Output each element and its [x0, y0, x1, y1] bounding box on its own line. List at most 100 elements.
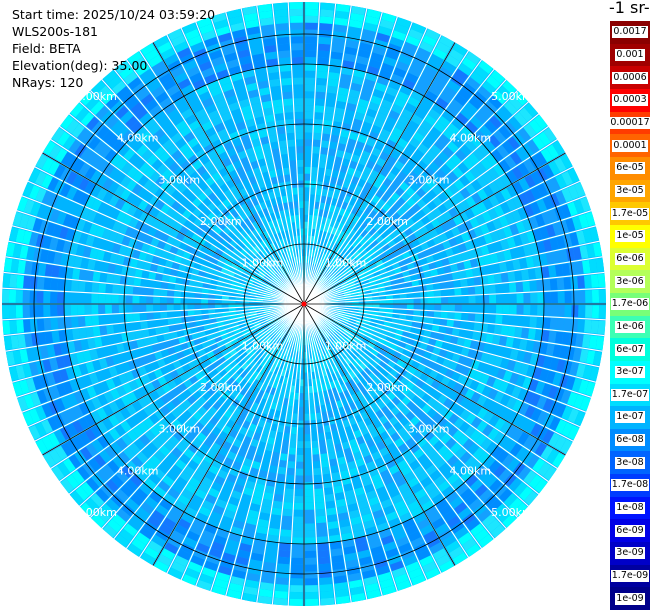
ppi-gate-cell [206, 267, 215, 274]
ppi-gate-cell [103, 205, 114, 217]
ppi-gate-cell [408, 66, 422, 78]
ppi-gate-cell [364, 483, 375, 494]
ppi-gate-cell [214, 295, 223, 300]
ppi-gate-cell [441, 257, 450, 267]
ppi-gate-cell [268, 379, 275, 388]
ppi-gate-cell [359, 259, 368, 267]
ppi-gate-cell [358, 442, 368, 452]
ppi-gate-cell [255, 173, 264, 183]
ppi-gate-cell [534, 478, 548, 494]
ppi-gate-cell [271, 451, 280, 460]
ppi-gate-cell [188, 120, 201, 131]
ppi-gate-cell [266, 236, 273, 245]
ppi-gate-cell [297, 365, 301, 373]
ppi-gate-cell [475, 214, 486, 226]
ppi-gate-cell [288, 328, 293, 336]
ppi-gate-cell [278, 322, 285, 329]
ppi-gate-cell [360, 562, 374, 573]
ppi-gate-cell [166, 236, 176, 245]
ppi-gate-cell [421, 442, 432, 453]
ppi-gate-cell [352, 350, 360, 358]
ppi-gate-cell [15, 228, 26, 243]
ppi-gate-cell [330, 423, 338, 432]
ppi-gate-cell [314, 257, 319, 265]
ppi-gate-cell [316, 529, 328, 537]
ppi-gate-cell [71, 280, 79, 292]
ppi-gate-cell [348, 237, 356, 246]
ppi-gate-cell [313, 474, 322, 483]
ppi-gate-cell [351, 154, 360, 163]
ppi-gate-cell [232, 160, 242, 170]
ppi-gate-cell [425, 28, 440, 41]
ppi-gate-cell [257, 389, 265, 398]
ppi-gate-cell [373, 435, 383, 445]
ppi-gate-cell [375, 409, 385, 419]
ppi-gate-cell [585, 211, 596, 227]
ppi-gate-cell [371, 194, 381, 204]
ppi-gate-cell [214, 161, 225, 172]
ppi-gate-cell [207, 387, 217, 396]
ppi-gate-cell [458, 243, 467, 253]
ppi-gate-cell [141, 447, 153, 459]
ppi-gate-cell [185, 28, 200, 41]
ppi-gate-cell [281, 277, 287, 284]
ppi-gate-cell [30, 392, 41, 407]
ppi-gate-cell [243, 226, 252, 235]
ppi-gate-cell [228, 304, 236, 308]
ppi-gate-cell [235, 332, 243, 338]
ppi-gate-cell [60, 478, 74, 494]
ppi-gate-cell [374, 457, 385, 467]
ppi-gate-cell [287, 265, 292, 273]
ppi-gate-cell [215, 290, 223, 296]
ppi-gate-cell [337, 505, 348, 514]
ppi-gate-cell [312, 385, 318, 393]
ppi-gate-cell [54, 445, 68, 460]
ppi-gate-cell [509, 223, 520, 236]
ppi-gate-cell [466, 277, 475, 287]
ppi-gate-cell [429, 245, 439, 255]
ppi-gate-cell [348, 182, 357, 191]
ppi-gate-cell [151, 85, 165, 98]
ppi-gate-cell [449, 49, 464, 62]
ppi-gate-cell [91, 293, 99, 304]
ppi-gate-cell [171, 419, 183, 430]
ppi-gate-cell [420, 242, 430, 251]
ppi-gate-cell [420, 414, 432, 425]
ppi-gate-cell [325, 320, 332, 326]
ppi-gate-cell [111, 304, 119, 314]
ppi-gate-cell [10, 335, 20, 349]
ppi-gate-cell [89, 248, 99, 259]
ppi-gate-cell [478, 144, 491, 157]
ppi-gate-cell [496, 294, 503, 304]
ppi-gate-cell [304, 98, 314, 106]
ppi-gate-cell [405, 437, 416, 448]
ppi-gate-cell [437, 405, 448, 416]
ppi-gate-cell [223, 479, 235, 490]
ppi-gate-cell [376, 352, 385, 361]
ppi-gate-cell [373, 163, 383, 173]
ppi-gate-cell [422, 34, 437, 47]
ppi-gate-cell [127, 267, 136, 277]
ppi-gate-cell [307, 228, 312, 236]
ppi-gate-cell [334, 443, 343, 452]
ppi-gate-cell [232, 248, 240, 256]
ppi-gate-cell [413, 84, 427, 96]
ppi-gate-cell [497, 85, 512, 100]
ppi-gate-cell [101, 368, 112, 380]
ppi-gate-cell [516, 293, 524, 304]
ppi-gate-cell [521, 327, 530, 339]
ppi-gate-cell [350, 331, 358, 338]
ppi-gate-cell [167, 252, 176, 262]
ppi-gate-cell [85, 361, 95, 374]
ppi-gate-cell [356, 105, 367, 115]
ppi-gate-cell [439, 35, 454, 48]
ppi-gate-cell [417, 518, 431, 530]
ppi-gate-cell [206, 249, 215, 257]
ppi-gate-cell [212, 360, 221, 369]
ppi-gate-cell [108, 414, 120, 427]
ppi-gate-cell [276, 360, 282, 368]
ppi-gate-cell [523, 352, 533, 364]
ppi-gate-cell [185, 567, 200, 580]
ppi-gate-cell [393, 530, 407, 541]
ppi-gate-cell [163, 156, 175, 168]
